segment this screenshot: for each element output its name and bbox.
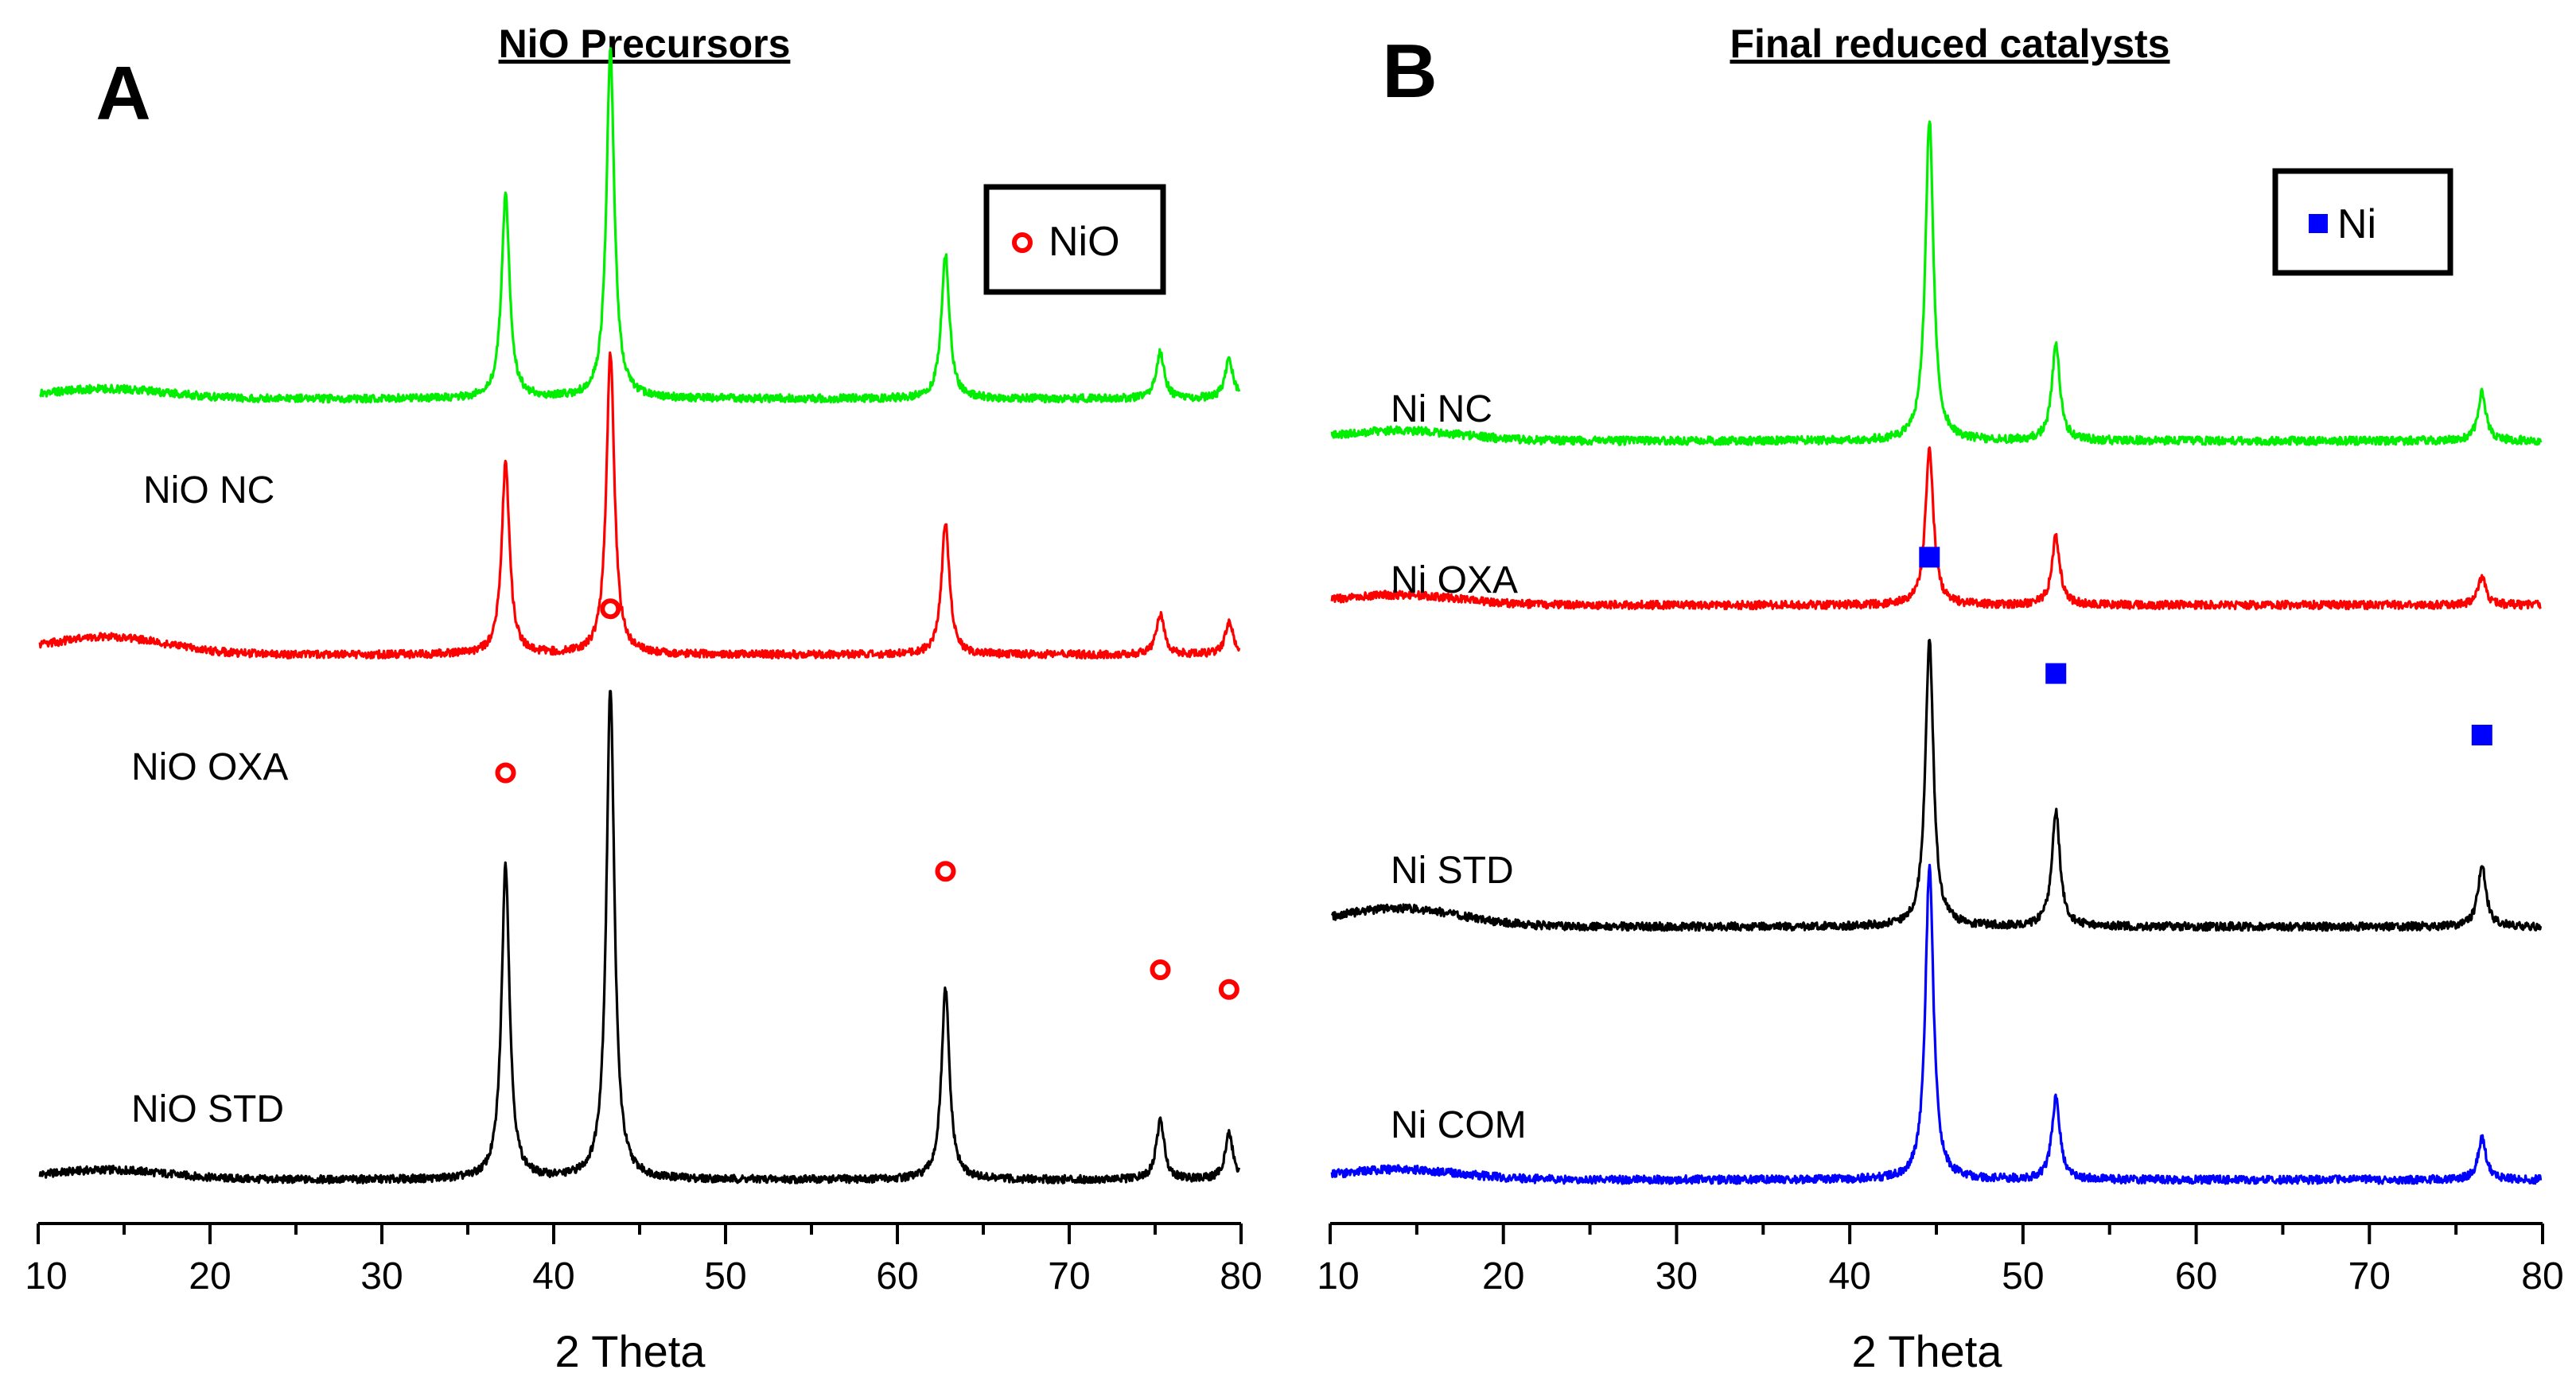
x-tick-label: 80 [2521,1255,2563,1298]
series-label-nio-nc: NiO NC [143,469,274,512]
legend-marker-square [2309,214,2328,233]
x-tick-label: 20 [1482,1255,1524,1298]
chart-title: NiO Precursors [499,21,791,66]
series-label-ni-com: Ni COM [1391,1104,1527,1146]
panel-letter: A [95,51,150,136]
peak-marker-circle [935,861,956,882]
peak-marker-circle [495,762,516,784]
peak-marker-square [2471,725,2492,745]
series-line-ni-com [1330,863,2543,1185]
legend-label: Ni [2337,201,2376,247]
series-line-nio-nc [39,47,1241,404]
series-line-nio-oxa [38,351,1241,659]
x-tick-label: 10 [25,1255,67,1298]
legend: NiO [983,184,1166,295]
series-label-nio-std: NiO STD [131,1088,284,1130]
panel-letter: B [1382,29,1437,114]
panel-a: A NiO Precursors 10 20 30 40 50 60 70 80 2 Theta Ni… [25,21,1262,1376]
x-tick-label: 10 [1317,1255,1359,1298]
legend-label: NiO [1049,219,1120,265]
legend-box [2272,168,2453,276]
x-tick-label: 50 [704,1255,746,1298]
x-tick-label: 50 [2002,1255,2044,1298]
peak-marker-circle [600,598,621,620]
peak-marker-square [2045,663,2067,684]
x-tick-label: 40 [1828,1255,1870,1298]
series-line-ni-nc [1330,120,2543,446]
series-label-ni-std: Ni STD [1391,850,1514,892]
x-axis-title: 2 Theta [555,1326,706,1376]
chart-title: Final reduced catalysts [1730,21,2169,66]
x-tick-label: 20 [189,1255,231,1298]
peak-marker-circle [1218,979,1239,1000]
series-label-nio-oxa: NiO OXA [131,746,288,788]
series-label-ni-oxa: Ni OXA [1391,559,1518,601]
x-tick-label: 70 [2348,1255,2391,1298]
series-line-ni-std [1330,639,2543,932]
x-axis-title: 2 Theta [1852,1326,2003,1376]
x-tick-label: 60 [2175,1255,2217,1298]
x-tick-label: 60 [876,1255,918,1298]
series-line-nio-std [38,690,1241,1185]
peak-marker-circle [1150,959,1171,980]
x-tick-label: 30 [1656,1255,1698,1298]
legend-marker-circle [1012,232,1033,253]
legend: Ni [2272,168,2453,276]
x-tick-label: 40 [532,1255,574,1298]
x-tick-label: 80 [1220,1255,1262,1298]
x-tick-label: 70 [1048,1255,1090,1298]
peak-marker-square [1919,547,1940,568]
panel-b: B Final reduced catalysts 10 20 30 40 50 60 70 80… [1317,21,2563,1376]
x-tick-label: 30 [360,1255,403,1298]
series-label-ni-nc: Ni NC [1391,388,1492,430]
